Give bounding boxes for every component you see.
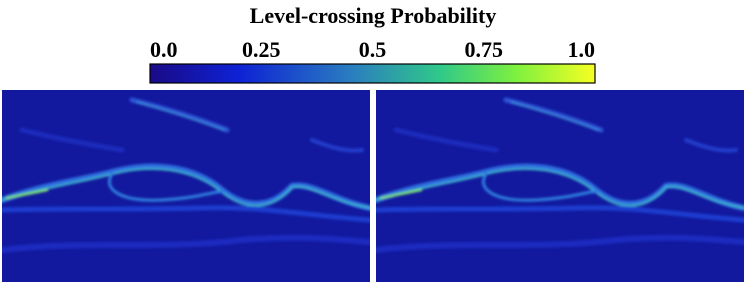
colorbar-tick-label: 0.5 (359, 37, 387, 62)
colorbar-tick-label: 0.25 (242, 37, 281, 62)
probability-map-left (2, 90, 370, 282)
colorbar-tick-label: 0.75 (465, 37, 504, 62)
colorbar (149, 63, 596, 84)
colorbar-tick-label: 1.0 (568, 37, 596, 62)
colorbar-title: Level-crossing Probability (250, 3, 497, 28)
colorbar-tick-label: 0.0 (150, 37, 178, 62)
probability-map-right (376, 90, 744, 282)
